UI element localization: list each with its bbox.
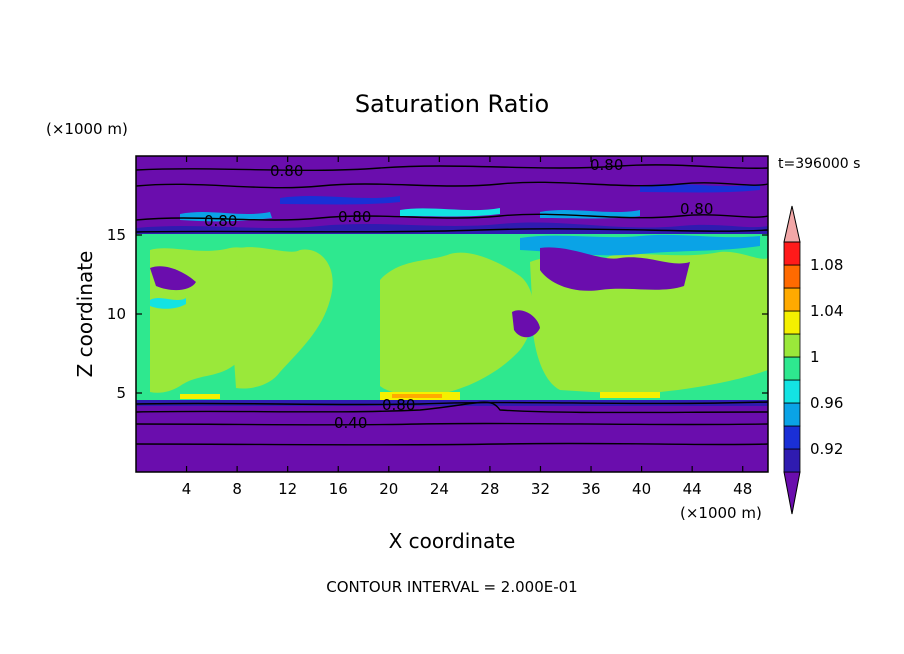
y-tick-label: 15 [107,226,126,244]
contour-label: 0.80 [270,162,303,180]
contour-line [136,401,768,406]
contour-interval-note: CONTOUR INTERVAL = 2.000E-01 [326,578,577,596]
x-tick-label: 36 [581,480,600,498]
colorbar-label: 1.08 [810,256,843,274]
x-tick-label: 24 [430,480,449,498]
contour-line [136,164,768,172]
colorbar-swatch [783,379,801,404]
cloud-streak [400,208,500,217]
colorbar-min-extension [783,471,801,515]
colorbar-swatch [783,402,801,427]
contour-labels: 0.80 0.80 0.80 0.80 0.80 0.80 0.40 [204,156,713,432]
chart-title: Saturation Ratio [355,90,549,118]
contour-lines [136,164,768,446]
contour-label: 0.40 [334,414,367,432]
x-tick-label: 16 [329,480,348,498]
colorbar-swatch [783,448,801,473]
supersat-strip [392,394,442,398]
supersat-region [380,252,534,395]
colorbar-swatch [783,356,801,381]
x-tick-label: 48 [733,480,752,498]
contour-label: 0.80 [680,200,713,218]
x-tick-label: 8 [232,480,242,498]
contour-line [136,181,768,189]
colorbar-swatch [783,264,801,289]
colorbar-swatch [783,241,801,266]
contour-field [136,156,768,472]
y-tick-label: 5 [116,384,126,402]
colorbar-swatch [783,287,801,312]
colorbar-max-extension [783,205,801,243]
colorbar-label: 1.04 [810,302,843,320]
contour-label: 0.80 [338,208,371,226]
contour-line [136,213,768,221]
colorbar-label: 0.96 [810,394,843,412]
time-label: t=396000 s [778,156,860,172]
x-tick-label: 28 [480,480,499,498]
cloud-streak [640,184,760,193]
contour-line [136,401,768,414]
x-axis: 4 8 12 16 20 24 28 32 36 40 44 48 [182,156,752,498]
dry-intrusion [512,310,540,338]
contour-label: 0.80 [204,212,237,230]
supersat-strip [180,394,220,399]
colorbar-label: 1 [810,348,820,366]
colorbar-label: 0.92 [810,440,843,458]
colorbar: 0.92 0.96 1 1.04 1.08 [783,205,843,515]
x-tick-label: 44 [683,480,702,498]
supersat-region [230,247,333,389]
contour-line [136,422,768,426]
contour-label: 0.80 [382,396,415,414]
cloud-streak [280,196,400,205]
x-tick-label: 40 [632,480,651,498]
dry-intrusion [540,247,690,291]
x-tick-label: 20 [379,480,398,498]
y-axis-title: Z coordinate [73,251,97,378]
y-unit-label: (×1000 m) [46,120,128,138]
colorbar-swatch [783,310,801,335]
cloud-patch [520,234,760,256]
contour-line [136,442,768,446]
x-unit-label: (×1000 m) [680,504,762,522]
contour-line [136,228,768,233]
cloud-streak [540,210,640,219]
colorbar-swatch [783,333,801,358]
contour-label: 0.80 [590,156,623,174]
x-axis-title: X coordinate [389,529,516,553]
colorbar-swatch [783,425,801,450]
x-tick-label: 4 [182,480,192,498]
supersat-strip [600,392,660,398]
y-axis: 5 10 15 [107,226,768,402]
x-tick-label: 12 [278,480,297,498]
dry-intrusion [150,266,196,291]
y-tick-label: 10 [107,305,126,323]
x-tick-label: 32 [531,480,550,498]
cloud-patch [150,298,186,309]
